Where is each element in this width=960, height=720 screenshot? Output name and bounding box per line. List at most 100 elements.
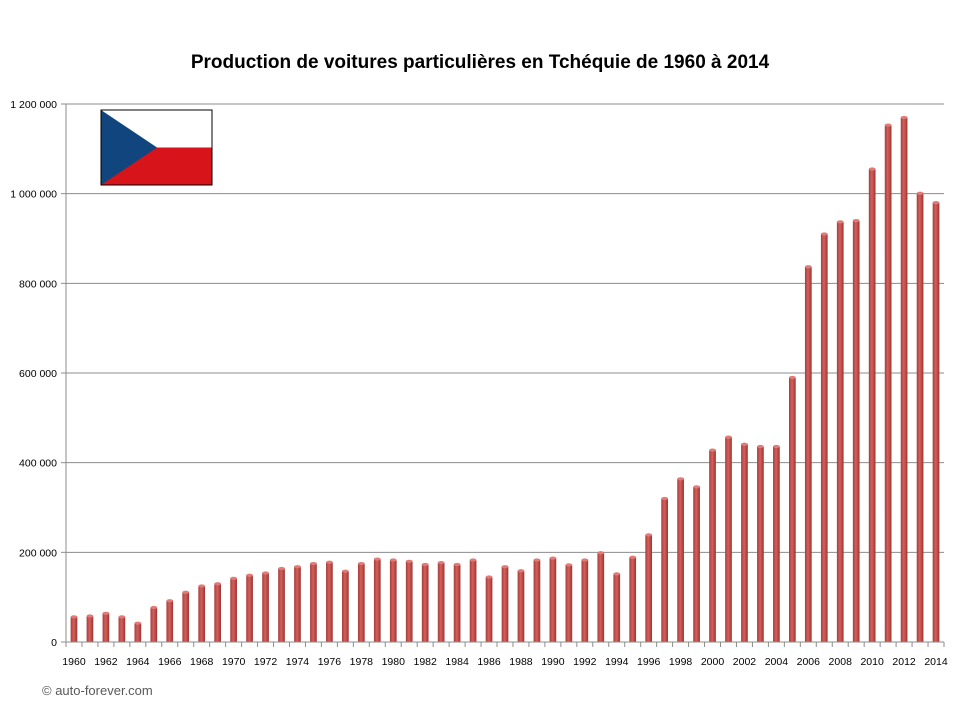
x-tick-label: 2004: [765, 656, 789, 668]
bar-top-1995: [629, 555, 637, 559]
bar-top-1981: [405, 559, 413, 563]
bar-top-2006: [804, 265, 812, 269]
bar-top-1974: [294, 565, 301, 569]
x-tick-label: 1978: [350, 656, 374, 668]
bar-1993: [597, 552, 605, 642]
x-tick-label: 1968: [190, 656, 214, 668]
x-tick-label: 1964: [126, 656, 150, 668]
bar-1976: [326, 562, 333, 642]
bar-1977: [342, 571, 349, 642]
bar-1988: [517, 570, 525, 642]
bar-2005: [788, 377, 796, 642]
bar-top-1987: [501, 565, 509, 569]
bar-top-1977: [342, 569, 349, 573]
x-tick-label: 2014: [924, 656, 948, 668]
bar-1996: [645, 534, 653, 642]
x-tick-label: 1984: [445, 656, 469, 668]
bar-top-1973: [278, 566, 285, 571]
bar-1997: [661, 498, 668, 642]
x-tick-label: 1988: [509, 656, 533, 668]
bar-top-1961: [86, 614, 94, 618]
bars: [70, 115, 940, 643]
czech-flag: [100, 109, 213, 186]
bar-top-2001: [725, 435, 732, 439]
bar-top-1960: [70, 615, 78, 619]
bar-top-2011: [884, 123, 892, 127]
y-tick-label: 0: [51, 637, 57, 649]
bar-2011: [884, 125, 892, 643]
bar-1999: [693, 486, 700, 642]
bar-2014: [932, 202, 940, 642]
bar-top-2007: [820, 232, 828, 236]
bar-top-1971: [246, 573, 253, 577]
bar-top-2008: [836, 220, 844, 224]
y-tick-label: 400 000: [19, 458, 57, 470]
bar-1965: [150, 607, 158, 642]
bar-top-1965: [150, 605, 158, 610]
y-tick-label: 1 000 000: [10, 189, 57, 201]
x-tick-label: 1962: [94, 656, 118, 668]
bar-top-1999: [693, 485, 700, 489]
copyright-text: © auto-forever.com: [42, 683, 153, 698]
bar-1978: [357, 563, 365, 642]
y-tick-label: 800 000: [19, 278, 57, 290]
bar-1969: [214, 583, 222, 642]
bar-1974: [294, 566, 301, 642]
x-tick-label: 1992: [573, 656, 597, 668]
bar-top-1970: [230, 576, 237, 580]
bar-top-2003: [757, 444, 764, 449]
bar-1960: [70, 616, 78, 642]
bar-1963: [118, 616, 126, 642]
bar-top-2009: [852, 218, 860, 223]
bar-1998: [677, 478, 684, 642]
bar-top-1991: [565, 563, 573, 567]
bar-1966: [166, 600, 174, 642]
bar-top-2013: [916, 191, 924, 195]
x-tick-label: 2000: [701, 656, 725, 668]
bar-top-2014: [932, 201, 940, 205]
bar-top-1967: [182, 590, 190, 594]
x-tick-label: 1996: [637, 656, 661, 668]
bar-top-1966: [166, 599, 174, 603]
flag-blue-triangle: [101, 110, 157, 185]
bar-1984: [453, 564, 461, 642]
x-tick-label: 1974: [286, 656, 310, 668]
bar-2012: [900, 117, 908, 642]
x-tick-label: 1972: [254, 656, 278, 668]
bar-top-1988: [517, 569, 525, 573]
x-tick-label: 2006: [797, 656, 821, 668]
bar-top-1962: [102, 611, 110, 615]
x-tick-label: 1966: [158, 656, 182, 668]
bar-1982: [421, 564, 429, 642]
bar-2004: [773, 446, 780, 642]
bar-2006: [804, 266, 812, 642]
bar-1986: [485, 576, 493, 642]
bar-top-1994: [613, 572, 621, 576]
bar-top-1983: [437, 561, 445, 565]
x-tick-label: 2002: [733, 656, 757, 668]
bar-1985: [469, 559, 477, 642]
bar-top-2000: [709, 448, 716, 452]
bar-top-2012: [900, 115, 908, 120]
bar-top-1980: [389, 558, 397, 562]
x-tick-label: 2012: [892, 656, 916, 668]
bar-top-1990: [549, 556, 557, 560]
bar-1970: [230, 578, 237, 642]
bar-1967: [182, 592, 190, 642]
bar-1975: [310, 563, 317, 642]
bar-top-2010: [868, 167, 876, 171]
chart-title: Production de voitures particulières en …: [190, 52, 770, 73]
bar-1995: [629, 557, 637, 642]
bar-top-1989: [533, 558, 541, 562]
bar-1971: [246, 575, 253, 642]
bar-top-1985: [469, 558, 477, 562]
bar-top-2002: [741, 442, 748, 446]
bar-top-1963: [118, 615, 126, 619]
bar-1990: [549, 558, 557, 642]
bar-top-1997: [661, 496, 668, 501]
bar-top-1998: [677, 477, 684, 481]
bar-1983: [437, 562, 445, 642]
bar-top-1982: [421, 562, 429, 567]
bar-1979: [373, 559, 381, 642]
